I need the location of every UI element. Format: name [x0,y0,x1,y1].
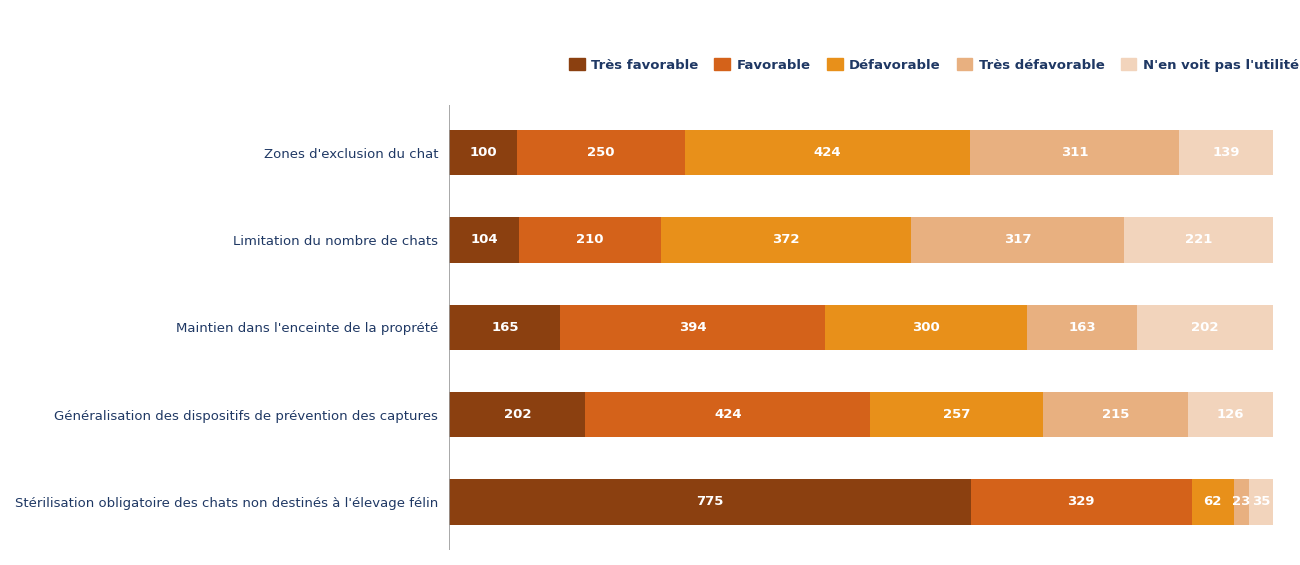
Bar [971,479,1192,525]
Text: 257: 257 [944,408,971,421]
Text: 250: 250 [588,146,615,159]
Text: 775: 775 [697,496,724,508]
Bar [1179,130,1273,175]
Bar [1192,479,1234,525]
Text: 139: 139 [1212,146,1240,159]
Bar [1188,392,1273,437]
Bar [1124,217,1273,263]
Text: 215: 215 [1102,408,1130,421]
Text: 165: 165 [491,321,519,334]
Bar [519,217,660,263]
Bar [685,130,970,175]
Text: 221: 221 [1184,233,1212,246]
Text: 424: 424 [714,408,741,421]
Text: 163: 163 [1069,321,1096,334]
Bar [450,305,560,350]
Text: 126: 126 [1217,408,1244,421]
Text: 210: 210 [576,233,603,246]
Bar [450,392,585,437]
Text: 202: 202 [1191,321,1218,334]
Bar [970,130,1179,175]
Text: 424: 424 [814,146,841,159]
Text: 104: 104 [471,233,498,246]
Bar [660,217,911,263]
Bar [1044,392,1188,437]
Text: 35: 35 [1252,496,1270,508]
Text: 317: 317 [1004,233,1031,246]
Text: 329: 329 [1067,496,1095,508]
Legend: Très favorable, Favorable, Défavorable, Très défavorable, N'en voit pas l'utilit: Très favorable, Favorable, Défavorable, … [564,53,1300,77]
Bar [1136,305,1273,350]
Bar [911,217,1124,263]
Bar [585,392,871,437]
Text: 372: 372 [772,233,800,246]
Bar [826,305,1027,350]
Text: 311: 311 [1061,146,1088,159]
Bar [516,130,685,175]
Bar [560,305,826,350]
Text: 62: 62 [1204,496,1222,508]
Bar [450,130,516,175]
Bar [871,392,1044,437]
Text: 100: 100 [469,146,497,159]
Bar [1234,479,1249,525]
Bar [1249,479,1273,525]
Text: 300: 300 [913,321,940,334]
Bar [450,479,971,525]
Bar [450,217,519,263]
Text: 202: 202 [503,408,530,421]
Text: 23: 23 [1232,496,1251,508]
Bar [1027,305,1136,350]
Text: 394: 394 [679,321,707,334]
